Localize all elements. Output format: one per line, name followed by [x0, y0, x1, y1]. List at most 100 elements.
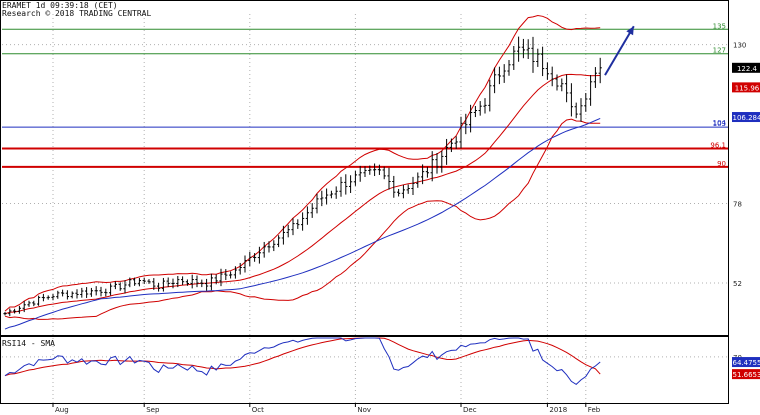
price-bar — [493, 67, 497, 94]
price-bar — [65, 290, 69, 300]
price-tick-label: 130 — [733, 42, 746, 50]
price-bar — [483, 98, 487, 114]
price-bar — [315, 193, 319, 214]
value-badge-label: 122.4 — [737, 65, 758, 73]
price-bar — [41, 293, 45, 302]
price-bar — [411, 176, 415, 195]
price-bar — [445, 138, 449, 165]
price-bar — [262, 241, 266, 258]
price-bar — [243, 255, 247, 273]
price-bar — [238, 262, 242, 275]
copyright-header: Research © 2018 TRADING CENTRAL — [2, 9, 152, 18]
price-bar — [185, 279, 189, 286]
price-bar — [56, 290, 60, 299]
price-bar — [166, 277, 170, 288]
time-tick-label: 2018 — [549, 406, 567, 414]
price-bar — [118, 282, 122, 291]
price-bar — [27, 300, 31, 307]
price-bar — [320, 190, 324, 207]
trend-arrow-head — [626, 26, 634, 36]
price-bar — [75, 289, 79, 299]
price-bar — [541, 46, 545, 77]
price-bar — [589, 75, 593, 106]
price-bar — [104, 288, 108, 297]
price-bar — [195, 275, 199, 288]
price-bars — [3, 36, 602, 317]
price-bar — [70, 291, 74, 299]
rsi-sma-line — [4, 337, 601, 377]
price-bar — [301, 212, 305, 231]
price-bar — [598, 57, 602, 84]
price-bar — [257, 246, 261, 264]
price-bar — [435, 153, 439, 174]
level-label: 90 — [717, 160, 726, 168]
rsi-value-badge-label: 64.4755 — [733, 359, 760, 367]
price-bar — [80, 287, 84, 298]
price-bar — [181, 276, 185, 285]
price-bar — [99, 286, 103, 297]
price-bar — [560, 78, 564, 92]
instrument-header: ERAMET 1d 09:39:18 (CET) — [2, 1, 118, 10]
value-badge-label: 115.96 — [735, 84, 760, 92]
price-bar — [32, 300, 36, 307]
price-bar — [3, 311, 7, 316]
price-panel-border — [0, 0, 729, 336]
price-bar — [565, 74, 569, 103]
price-bar — [440, 150, 444, 173]
price-bar — [22, 300, 26, 313]
level-label: 135 — [713, 22, 726, 30]
price-bar — [569, 83, 573, 117]
time-tick-label: Oct — [252, 406, 264, 414]
price-bar — [392, 175, 396, 198]
price-bar — [358, 165, 362, 182]
value-badge-box — [732, 82, 760, 93]
price-bar — [310, 203, 314, 218]
rsi-value-badge-box — [732, 369, 760, 380]
price-bar — [329, 190, 333, 199]
price-bar — [152, 278, 156, 290]
rsi-value-badge-box — [732, 357, 760, 368]
price-bar — [325, 188, 329, 205]
price-bar — [224, 269, 228, 281]
price-bar — [229, 271, 233, 279]
price-bar — [502, 64, 506, 83]
price-bar — [133, 277, 137, 286]
price-bar — [190, 274, 194, 289]
price-bar — [253, 253, 257, 262]
price-bar — [94, 286, 98, 296]
level-label: 103 — [713, 120, 726, 128]
price-bar — [593, 67, 597, 88]
level-label: 127 — [713, 47, 726, 55]
level-label: 96.1 — [710, 142, 726, 150]
price-bar — [382, 166, 386, 180]
price-bar — [579, 98, 583, 122]
price-bar — [233, 266, 237, 279]
price-bar — [205, 278, 209, 291]
price-bar — [334, 186, 338, 199]
price-bar — [430, 151, 434, 182]
price-bar — [17, 305, 21, 314]
value-badge-label: 106.284 — [733, 114, 760, 122]
price-bar — [281, 225, 285, 245]
bollinger-lower-line — [4, 118, 601, 320]
price-bar — [171, 278, 175, 289]
price-bar — [339, 176, 343, 197]
price-bar — [61, 289, 65, 297]
price-bar — [8, 308, 12, 317]
price-bar — [13, 308, 17, 314]
price-axis: 135 127 103 96.1 90 52 78 130 104 122.4 115.96 106.… — [710, 22, 760, 288]
price-bar — [469, 104, 473, 133]
price-bar — [584, 92, 588, 112]
price-bar — [248, 251, 252, 267]
price-bar — [406, 184, 410, 194]
price-bar — [421, 164, 425, 185]
price-bar — [219, 268, 223, 287]
bollinger-upper-line — [4, 14, 601, 312]
time-tick-label: Dec — [463, 406, 477, 414]
price-bar — [401, 184, 405, 199]
moving-average-line — [4, 117, 601, 330]
pivot-label: 104 — [713, 119, 727, 127]
price-bar — [267, 241, 271, 253]
